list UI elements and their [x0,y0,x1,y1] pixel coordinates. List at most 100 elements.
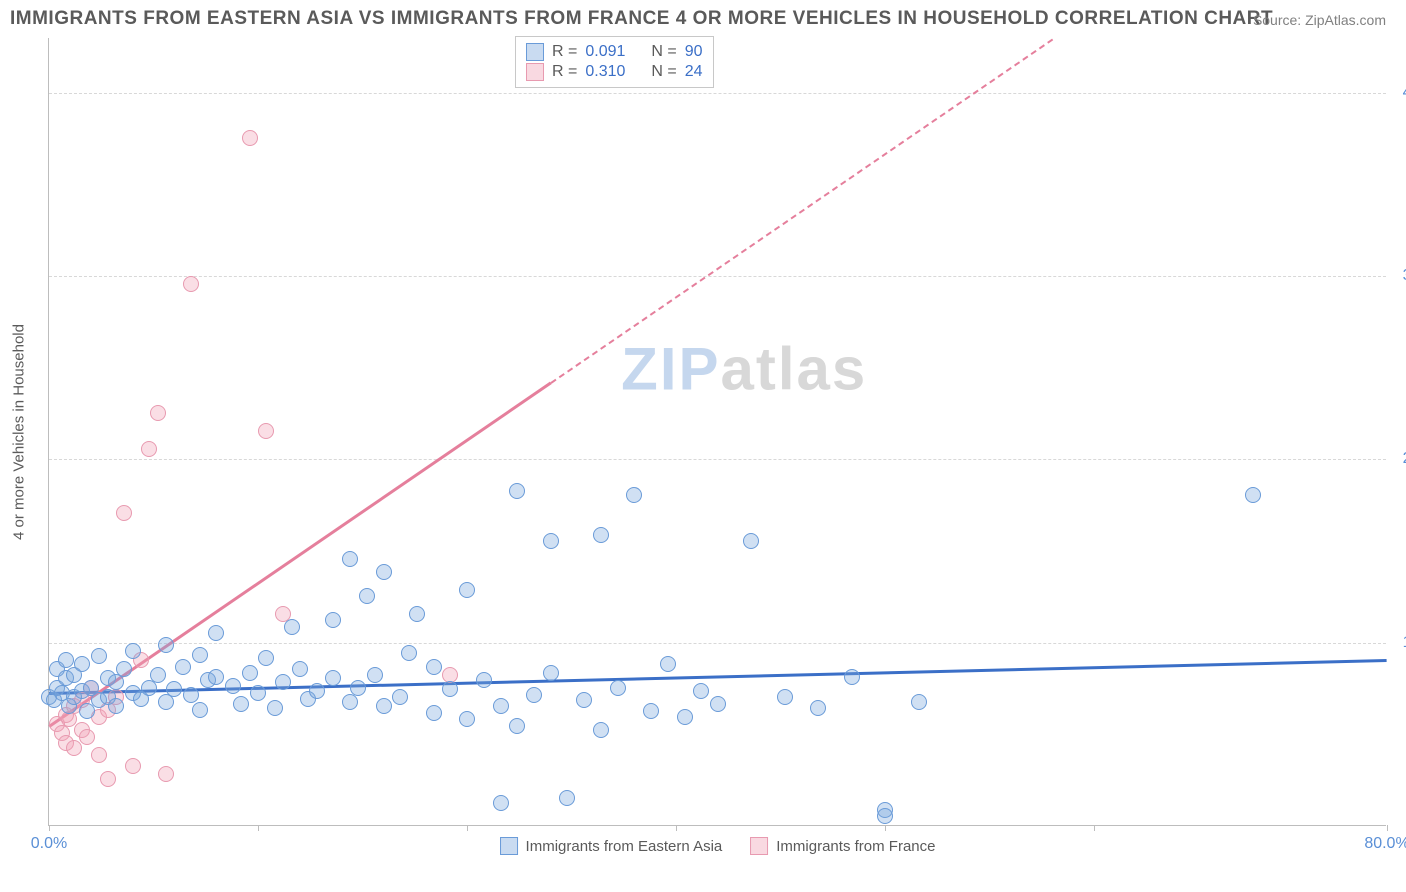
data-point-blue [426,705,442,721]
y-axis-label: 4 or more Vehicles in Household [11,324,28,540]
data-point-blue [325,612,341,628]
data-point-blue [593,722,609,738]
data-point-blue [108,698,124,714]
data-point-blue [401,645,417,661]
plot-area: 4 or more Vehicles in Household ZIPatlas… [48,38,1386,826]
data-point-blue [1245,487,1261,503]
chart-container: IMMIGRANTS FROM EASTERN ASIA VS IMMIGRAN… [0,0,1406,892]
data-point-blue [677,709,693,725]
data-point-blue [208,669,224,685]
data-point-blue [116,661,132,677]
data-point-pink [150,405,166,421]
data-point-pink [66,740,82,756]
legend-label-blue: Immigrants from Eastern Asia [526,838,723,855]
data-point-blue [267,700,283,716]
data-point-blue [610,680,626,696]
gridline-h [49,276,1386,277]
data-point-pink [442,667,458,683]
data-point-blue [150,667,166,683]
r-value-blue: 0.091 [585,43,625,61]
legend-row-pink: R = 0.310 N = 24 [526,63,703,81]
data-point-blue [225,678,241,694]
n-label: N = [651,63,676,81]
data-point-pink [242,130,258,146]
data-point-blue [350,680,366,696]
swatch-blue-icon [526,43,544,61]
xtick-mark [1387,825,1388,831]
data-point-blue [493,698,509,714]
xtick-mark [258,825,259,831]
data-point-pink [125,758,141,774]
data-point-blue [459,582,475,598]
data-point-blue [509,718,525,734]
n-label: N = [651,43,676,61]
data-point-blue [342,694,358,710]
data-point-pink [91,747,107,763]
swatch-pink-icon [750,837,768,855]
watermark-zip: ZIP [621,335,720,402]
chart-title: IMMIGRANTS FROM EASTERN ASIA VS IMMIGRAN… [10,8,1273,30]
legend-item-pink: Immigrants from France [750,837,935,855]
series-legend: Immigrants from Eastern Asia Immigrants … [500,837,936,855]
data-point-blue [844,669,860,685]
data-point-blue [459,711,475,727]
data-point-blue [877,808,893,824]
swatch-pink-icon [526,63,544,81]
data-point-blue [543,533,559,549]
gridline-h [49,93,1386,94]
data-point-blue [367,667,383,683]
data-point-blue [810,700,826,716]
xtick-mark [885,825,886,831]
xtick-label: 80.0% [1364,835,1406,853]
data-point-blue [342,551,358,567]
data-point-blue [660,656,676,672]
legend-label-pink: Immigrants from France [776,838,935,855]
data-point-blue [593,527,609,543]
data-point-blue [392,689,408,705]
data-point-blue [426,659,442,675]
data-point-blue [74,656,90,672]
data-point-blue [359,588,375,604]
swatch-blue-icon [500,837,518,855]
legend-item-blue: Immigrants from Eastern Asia [500,837,723,855]
ytick-label: 30.0% [1403,267,1406,285]
data-point-pink [116,505,132,521]
data-point-blue [183,687,199,703]
n-value-blue: 90 [685,43,703,61]
data-point-blue [158,637,174,653]
gridline-h [49,643,1386,644]
data-point-blue [526,687,542,703]
data-point-blue [442,681,458,697]
gridline-h [49,459,1386,460]
data-point-blue [292,661,308,677]
data-point-blue [125,643,141,659]
ytick-label: 20.0% [1403,450,1406,468]
xtick-mark [1094,825,1095,831]
data-point-blue [476,672,492,688]
data-point-blue [233,696,249,712]
data-point-blue [208,625,224,641]
data-point-pink [183,276,199,292]
data-point-pink [158,766,174,782]
data-point-blue [509,483,525,499]
data-point-blue [91,648,107,664]
data-point-blue [58,652,74,668]
ytick-label: 10.0% [1403,634,1406,652]
data-point-blue [626,487,642,503]
r-value-pink: 0.310 [585,63,625,81]
data-point-blue [258,650,274,666]
r-label: R = [552,43,577,61]
data-point-pink [141,441,157,457]
data-point-blue [309,683,325,699]
xtick-mark [467,825,468,831]
data-point-blue [777,689,793,705]
correlation-legend: R = 0.091 N = 90 R = 0.310 N = 24 [515,36,714,88]
data-point-blue [250,685,266,701]
data-point-blue [175,659,191,675]
r-label: R = [552,63,577,81]
data-point-blue [376,698,392,714]
data-point-blue [576,692,592,708]
data-point-blue [911,694,927,710]
xtick-label: 0.0% [31,835,67,853]
data-point-blue [543,665,559,681]
